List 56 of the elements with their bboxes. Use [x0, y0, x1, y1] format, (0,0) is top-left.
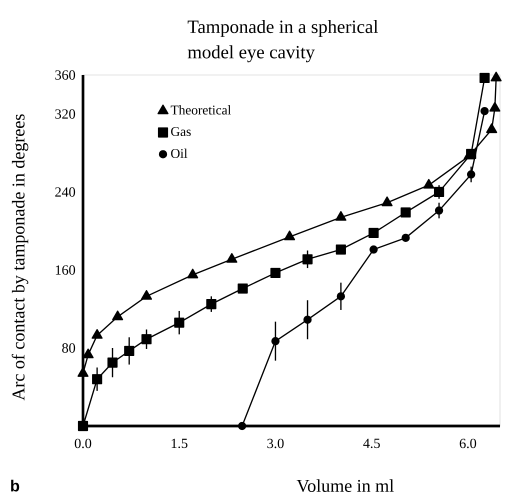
point: [466, 148, 476, 160]
point: [369, 245, 378, 254]
point: [336, 292, 346, 300]
point: [206, 299, 216, 310]
legend-label: Theoretical: [170, 105, 231, 115]
point: [302, 254, 313, 264]
point: [141, 334, 152, 344]
point: [368, 228, 379, 238]
x-tick-label: 3.0: [267, 438, 284, 448]
point: [82, 348, 94, 358]
legend-label: Gas: [171, 127, 191, 136]
point: [187, 268, 198, 278]
x-axis-title: Volume in ml: [296, 479, 394, 492]
point: [238, 283, 248, 294]
point: [303, 316, 312, 324]
point: [271, 337, 280, 346]
point: [434, 186, 444, 198]
point: [92, 374, 102, 384]
chart-title: Tamponade in a spherical model eye cavity: [188, 20, 378, 62]
y-tick-label: 240: [55, 187, 76, 197]
y-tick-label: 320: [55, 109, 76, 119]
y-tick-label: 80: [62, 343, 76, 353]
x-tick-label: 1.5: [172, 438, 188, 448]
text: b: [11, 480, 20, 492]
point: [400, 207, 411, 218]
legend-label: Oil: [171, 148, 188, 158]
y-axis-title: Arc of contact by tamponade in degrees: [12, 114, 28, 400]
x-tick-label: 4.5: [363, 438, 380, 448]
point: [480, 106, 489, 116]
point: [382, 196, 393, 206]
point: [434, 206, 444, 215]
point: [466, 170, 476, 179]
x-tick-label: 0.0: [74, 438, 92, 448]
point: [402, 234, 410, 242]
point: [335, 211, 346, 221]
y-tick-label: 160: [56, 265, 76, 275]
point: [78, 420, 88, 432]
point: [107, 358, 118, 368]
y-tick-label: 360: [55, 70, 76, 80]
point: [226, 253, 238, 263]
point: [336, 244, 346, 255]
point: [486, 123, 498, 134]
point: [423, 178, 434, 189]
point: [140, 290, 152, 300]
point: [480, 72, 490, 83]
point: [174, 318, 184, 328]
point: [490, 72, 502, 82]
x-tick-label: 6.0: [460, 438, 476, 448]
point: [284, 230, 296, 240]
point: [238, 422, 246, 430]
point: [270, 268, 281, 278]
point: [92, 329, 103, 339]
point: [77, 367, 89, 377]
point: [124, 346, 134, 356]
point: [489, 102, 500, 112]
point: [112, 310, 124, 320]
